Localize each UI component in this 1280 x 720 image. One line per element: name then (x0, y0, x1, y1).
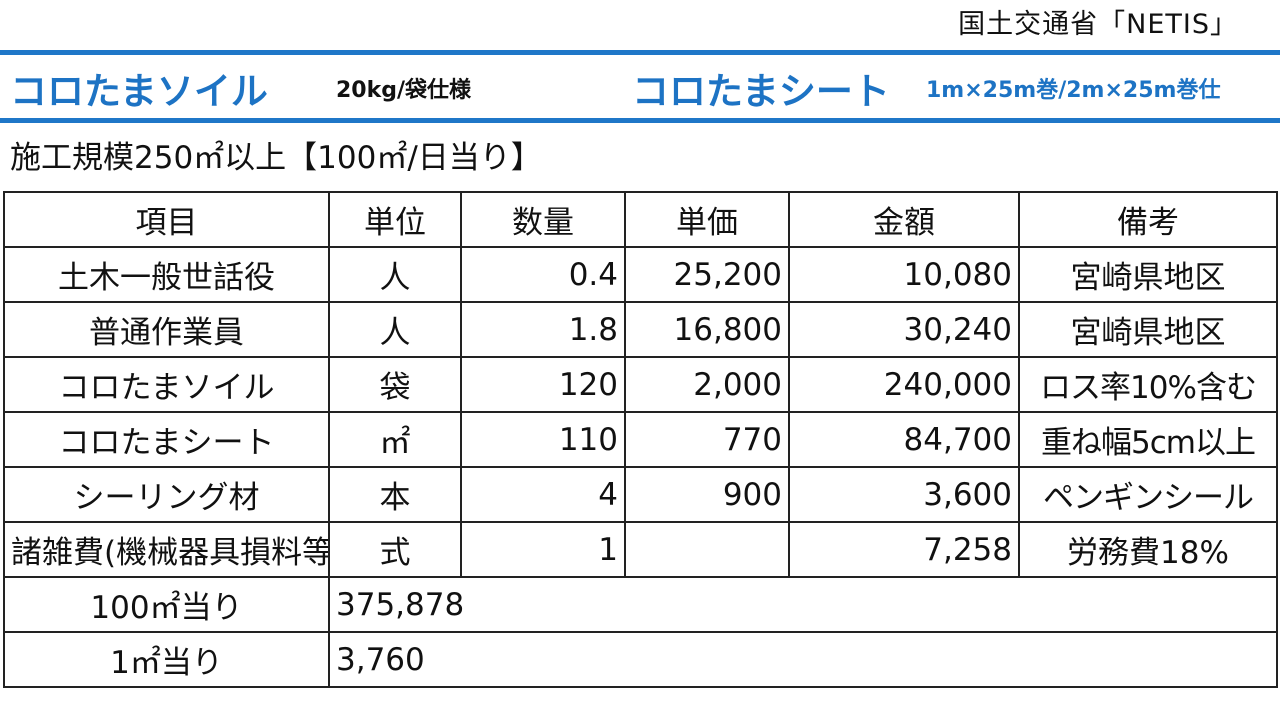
cell-quantity: 110 (460, 411, 626, 468)
table-row: コロたまソイル 袋 120 2,000 240,000 ロス率10%含む (3, 356, 1278, 413)
cost-table: 項目 単位 数量 単価 金額 備考 土木一般世話役 人 0.4 25,200 1… (3, 191, 1278, 688)
total-value: 375,878 (328, 576, 1278, 633)
cell-note: 宮崎県地区 (1018, 301, 1278, 358)
cell-item: コロたまソイル (3, 356, 330, 413)
total-label: 100㎡当り (3, 576, 330, 633)
construction-scale-note: 施工規模250㎡以上【100㎡/日当り】 (10, 140, 542, 176)
cell-note: 重ね幅5cm以上 (1018, 411, 1278, 468)
cell-note: 労務費18% (1018, 521, 1278, 578)
cell-note: ロス率10%含む (1018, 356, 1278, 413)
source-label: 国土交通省「NETIS」 (958, 9, 1238, 40)
table-row: 普通作業員 人 1.8 16,800 30,240 宮崎県地区 (3, 301, 1278, 358)
product-name-sheet: コロたまシート (632, 70, 890, 113)
product-band: コロたまソイル 20kg/袋仕様 コロたまシート 1m×25m巻/2m×25m巻… (0, 56, 1280, 116)
header-item: 項目 (3, 191, 330, 248)
table-row: コロたまシート ㎡ 110 770 84,700 重ね幅5cm以上 (3, 411, 1278, 468)
cell-unit-price: 25,200 (624, 246, 790, 303)
cell-item: コロたまシート (3, 411, 330, 468)
cell-note: 宮崎県地区 (1018, 246, 1278, 303)
cell-unit-price: 770 (624, 411, 790, 468)
cell-amount: 84,700 (788, 411, 1020, 468)
cell-item: シーリング材 (3, 466, 330, 523)
cell-amount: 10,080 (788, 246, 1020, 303)
total-row-per-100sqm: 100㎡当り 375,878 (3, 576, 1278, 633)
table-row: 土木一般世話役 人 0.4 25,200 10,080 宮崎県地区 (3, 246, 1278, 303)
table-row: シーリング材 本 4 900 3,600 ペンギンシール (3, 466, 1278, 523)
product-spec-soil: 20kg/袋仕様 (336, 78, 472, 103)
cell-quantity: 0.4 (460, 246, 626, 303)
cell-item: 普通作業員 (3, 301, 330, 358)
header-unit-price: 単価 (624, 191, 790, 248)
cell-unit: 人 (328, 301, 462, 358)
cell-unit-price: 2,000 (624, 356, 790, 413)
cell-unit-price: 16,800 (624, 301, 790, 358)
header-bottom-rule (0, 118, 1280, 123)
header-top-rule (0, 50, 1280, 55)
cell-quantity: 120 (460, 356, 626, 413)
total-value: 3,760 (328, 631, 1278, 688)
cell-quantity: 1 (460, 521, 626, 578)
cell-item: 諸雑費(機械器具損料等) (3, 521, 330, 578)
cell-unit: 本 (328, 466, 462, 523)
cell-quantity: 1.8 (460, 301, 626, 358)
cell-unit: 人 (328, 246, 462, 303)
cell-note: ペンギンシール (1018, 466, 1278, 523)
cell-unit: ㎡ (328, 411, 462, 468)
cell-unit-price: 900 (624, 466, 790, 523)
header-amount: 金額 (788, 191, 1020, 248)
cell-item: 土木一般世話役 (3, 246, 330, 303)
cell-unit: 袋 (328, 356, 462, 413)
cell-amount: 240,000 (788, 356, 1020, 413)
cell-amount: 30,240 (788, 301, 1020, 358)
cell-amount: 3,600 (788, 466, 1020, 523)
header-note: 備考 (1018, 191, 1278, 248)
cell-quantity: 4 (460, 466, 626, 523)
total-row-per-sqm: 1㎡当り 3,760 (3, 631, 1278, 688)
cell-unit-price (624, 521, 790, 578)
table-row: 諸雑費(機械器具損料等) 式 1 7,258 労務費18% (3, 521, 1278, 578)
cell-amount: 7,258 (788, 521, 1020, 578)
cell-unit: 式 (328, 521, 462, 578)
header-unit: 単位 (328, 191, 462, 248)
product-name-soil: コロたまソイル (10, 70, 268, 113)
total-label: 1㎡当り (3, 631, 330, 688)
product-spec-sheet: 1m×25m巻/2m×25m巻仕 (926, 78, 1221, 103)
table-header-row: 項目 単位 数量 単価 金額 備考 (3, 191, 1278, 248)
header-quantity: 数量 (460, 191, 626, 248)
